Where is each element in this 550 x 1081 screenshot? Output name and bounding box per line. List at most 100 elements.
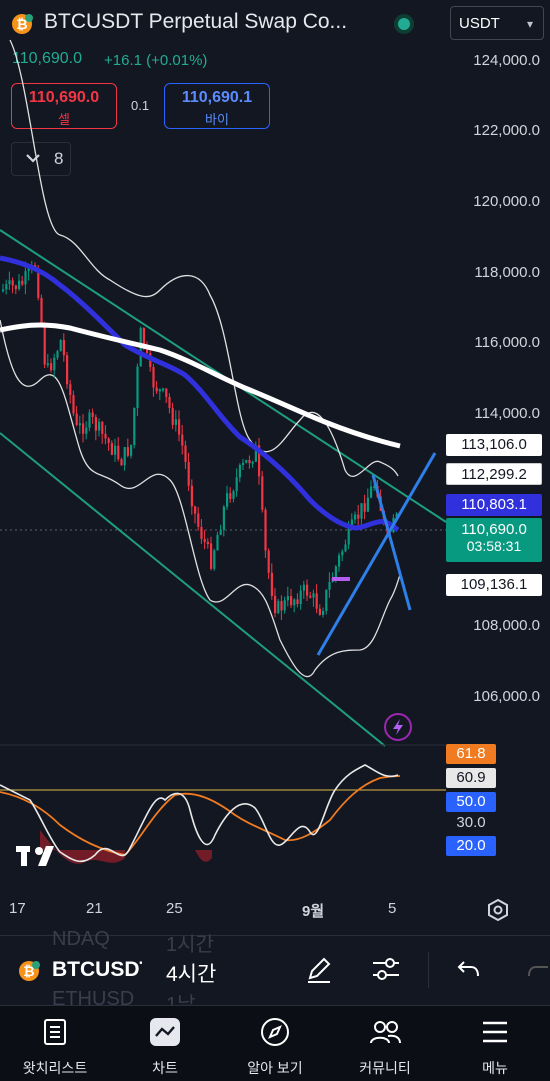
price-axis-label: 108,000.0 xyxy=(473,617,540,634)
chart-settings-icon[interactable] xyxy=(486,898,510,927)
redo-icon[interactable] xyxy=(528,956,550,987)
candle-body xyxy=(114,445,117,455)
tab-community[interactable]: 커뮤니티 xyxy=(330,1016,440,1078)
candle-body xyxy=(357,514,360,519)
candle-body xyxy=(43,325,46,365)
candle-body xyxy=(395,513,398,518)
candle-body xyxy=(152,367,155,388)
candle-body xyxy=(88,412,91,428)
price-axis-label: 114,000.0 xyxy=(474,405,540,422)
candle-body xyxy=(232,491,235,499)
candle-body xyxy=(91,412,94,418)
candle-body xyxy=(206,541,209,544)
candle-body xyxy=(318,608,321,615)
pencil-icon[interactable] xyxy=(304,954,334,989)
drawn-trendline-down xyxy=(371,474,412,611)
candle-body xyxy=(66,355,69,385)
svg-text:₿: ₿ xyxy=(16,16,27,32)
candle-body xyxy=(82,423,85,434)
candle-body xyxy=(194,506,197,514)
candle-body xyxy=(254,445,257,462)
oscillator-tag: 50.0 xyxy=(446,792,496,812)
candle-body xyxy=(165,388,168,398)
bottom-tab-bar: 왓치리스트 차트 알아 보기 커뮤니티 메뉴 xyxy=(0,1005,550,1081)
candle-body xyxy=(293,599,296,606)
candle-body xyxy=(62,340,65,356)
market-status-icon[interactable] xyxy=(393,13,415,35)
candle-body xyxy=(27,268,30,272)
buy-label: 바이 xyxy=(205,112,229,127)
candle-body xyxy=(315,593,318,609)
candle-body xyxy=(226,493,229,507)
price-axis-label: 116,000.0 xyxy=(474,334,540,351)
candle-body xyxy=(158,389,161,392)
price-chart[interactable] xyxy=(0,0,550,935)
price-axis-label: 120,000.0 xyxy=(473,193,540,210)
oscillator-tag: 61.8 xyxy=(446,744,496,764)
tab-explore[interactable]: 알아 보기 xyxy=(220,1016,330,1078)
candle-body xyxy=(274,595,277,614)
candle-body xyxy=(178,419,181,435)
tab-chart[interactable]: 차트 xyxy=(110,1016,220,1078)
symbol-selector[interactable]: BTCUSDT xyxy=(52,958,142,981)
tab-label: 왓치리스트 xyxy=(22,1060,88,1076)
candle-body xyxy=(354,514,357,520)
buy-button[interactable]: 110,690.1 바이 xyxy=(164,83,270,129)
oscillator-tag: 60.9 xyxy=(446,768,496,788)
oscillator-oversold-fill xyxy=(40,830,125,864)
watchlist-icon xyxy=(0,1016,110,1048)
oscillator-tag: 30.0 xyxy=(456,814,486,831)
candle-body xyxy=(328,582,331,590)
symbol-title[interactable]: BTCUSDT Perpetual Swap Co... xyxy=(44,10,348,33)
sliders-icon[interactable] xyxy=(370,954,402,989)
ghost-symbol-bottom: ETHUSD xyxy=(52,988,135,1010)
candle-body xyxy=(40,297,43,326)
candle-body xyxy=(94,417,97,431)
oscillator-white-line xyxy=(0,764,399,863)
candle-body xyxy=(347,525,350,545)
candle-body xyxy=(302,584,305,591)
candle-body xyxy=(245,460,248,463)
candle-body xyxy=(101,421,104,434)
candle-body xyxy=(210,543,213,569)
svg-text:₿: ₿ xyxy=(23,963,34,979)
candle-body xyxy=(155,387,158,392)
price-axis-label: 124,000.0 xyxy=(473,52,540,69)
candle-body xyxy=(344,544,347,552)
interval-selector[interactable]: 4시간 xyxy=(166,963,217,986)
sell-button[interactable]: 110,690.0 셀 xyxy=(11,83,117,129)
date-axis-label: 9월 xyxy=(302,903,325,920)
tab-watchlist[interactable]: 왓치리스트 xyxy=(0,1016,110,1078)
candle-body xyxy=(98,421,101,431)
candle-body xyxy=(200,526,203,539)
current-price: 110,690.0 xyxy=(461,521,527,538)
bollinger-lower xyxy=(0,319,401,678)
candle-body xyxy=(242,462,245,465)
price-change: +16.1 (+0.01%) xyxy=(104,52,208,69)
candle-body xyxy=(120,459,123,466)
candle-body xyxy=(360,503,363,519)
candle-body xyxy=(24,271,27,285)
price-axis-label: 122,000.0 xyxy=(473,122,540,139)
candle-body xyxy=(59,340,62,352)
candle-body xyxy=(197,513,200,527)
candle-body xyxy=(133,407,136,445)
buy-price: 110,690.1 xyxy=(181,89,253,106)
price-tag-lower-band: 109,136.1 xyxy=(446,574,542,596)
candle-body xyxy=(251,461,254,464)
candle-body xyxy=(184,445,187,462)
candle-body xyxy=(213,550,216,569)
candle-body xyxy=(338,555,341,567)
candle-body xyxy=(363,503,366,512)
tab-menu[interactable]: 메뉴 xyxy=(440,1016,550,1078)
drawn-trendline-up xyxy=(316,452,437,656)
chevron-down-icon xyxy=(24,148,42,173)
candle-countdown: 03:58:31 xyxy=(466,538,522,554)
indicators-toggle-button[interactable]: 8 xyxy=(11,142,71,176)
candle-body xyxy=(219,529,222,535)
currency-select[interactable]: USDT ▾ xyxy=(450,6,544,40)
candle-body xyxy=(107,438,110,443)
undo-icon[interactable] xyxy=(456,956,482,987)
tab-label: 차트 xyxy=(152,1060,178,1076)
candle-body xyxy=(78,423,81,426)
